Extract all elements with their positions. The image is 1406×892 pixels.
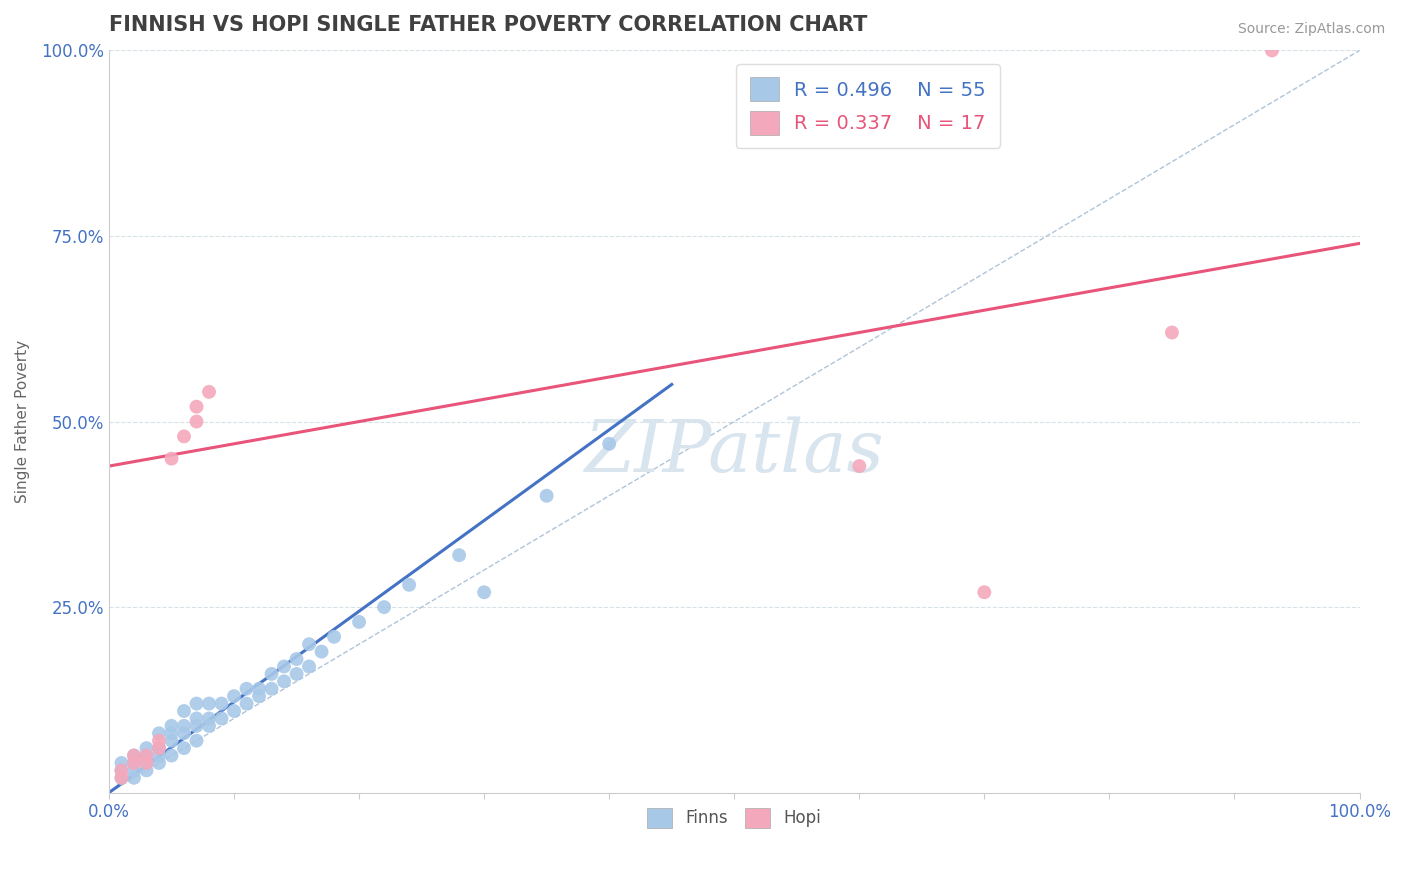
Point (135, 756, 157, 770)
Point (135, 741, 157, 756)
Point (449, 548, 471, 562)
Point (211, 711, 233, 725)
Point (598, 437, 620, 451)
Point (186, 711, 208, 725)
Text: ZIPatlas: ZIPatlas (585, 416, 884, 486)
Point (110, 771, 132, 785)
Point (260, 681, 283, 696)
Point (347, 615, 370, 629)
Point (135, 748, 157, 763)
Point (222, 704, 245, 718)
Point (323, 630, 346, 644)
Point (160, 726, 183, 740)
Point (247, 689, 270, 703)
Point (148, 756, 170, 770)
Point (160, 719, 183, 733)
Point (110, 764, 132, 778)
Point (148, 741, 170, 756)
Point (186, 719, 208, 733)
Point (211, 697, 233, 711)
Point (135, 748, 157, 763)
Point (110, 771, 132, 785)
Point (198, 719, 221, 733)
Point (122, 771, 145, 785)
Point (160, 451, 183, 466)
Y-axis label: Single Father Poverty: Single Father Poverty (15, 340, 30, 503)
Point (122, 756, 145, 770)
Point (173, 741, 195, 756)
Point (373, 600, 395, 615)
Point (148, 726, 170, 740)
Point (198, 697, 221, 711)
Point (173, 704, 195, 718)
Text: FINNISH VS HOPI SINGLE FATHER POVERTY CORRELATION CHART: FINNISH VS HOPI SINGLE FATHER POVERTY CO… (110, 15, 868, 35)
Point (273, 659, 295, 673)
Point (247, 681, 270, 696)
Point (173, 719, 195, 733)
Point (135, 764, 157, 778)
Point (273, 674, 295, 689)
Point (135, 756, 157, 770)
Point (398, 578, 420, 592)
Legend: Finns, Hopi: Finns, Hopi (640, 799, 830, 837)
Text: Source: ZipAtlas.com: Source: ZipAtlas.com (1237, 22, 1385, 37)
Point (186, 697, 208, 711)
Point (160, 748, 183, 763)
Point (536, 489, 558, 503)
Point (160, 733, 183, 747)
Point (122, 748, 145, 763)
Point (148, 748, 170, 763)
Point (298, 659, 321, 673)
Point (148, 733, 170, 747)
Point (848, 459, 870, 474)
Point (110, 764, 132, 778)
Point (173, 726, 195, 740)
Point (973, 585, 995, 599)
Point (1261, 44, 1284, 58)
Point (472, 585, 495, 599)
Point (198, 711, 221, 725)
Point (298, 637, 321, 651)
Point (198, 384, 221, 399)
Point (186, 733, 208, 747)
Point (285, 652, 308, 666)
Point (285, 666, 308, 681)
Point (260, 666, 283, 681)
Point (222, 689, 245, 703)
Point (122, 748, 145, 763)
Point (122, 764, 145, 778)
Point (235, 681, 257, 696)
Point (311, 645, 333, 659)
Point (110, 756, 132, 770)
Point (1161, 326, 1184, 340)
Point (186, 400, 208, 414)
Point (235, 697, 257, 711)
Point (148, 741, 170, 756)
Point (122, 756, 145, 770)
Point (173, 429, 195, 443)
Point (186, 415, 208, 429)
